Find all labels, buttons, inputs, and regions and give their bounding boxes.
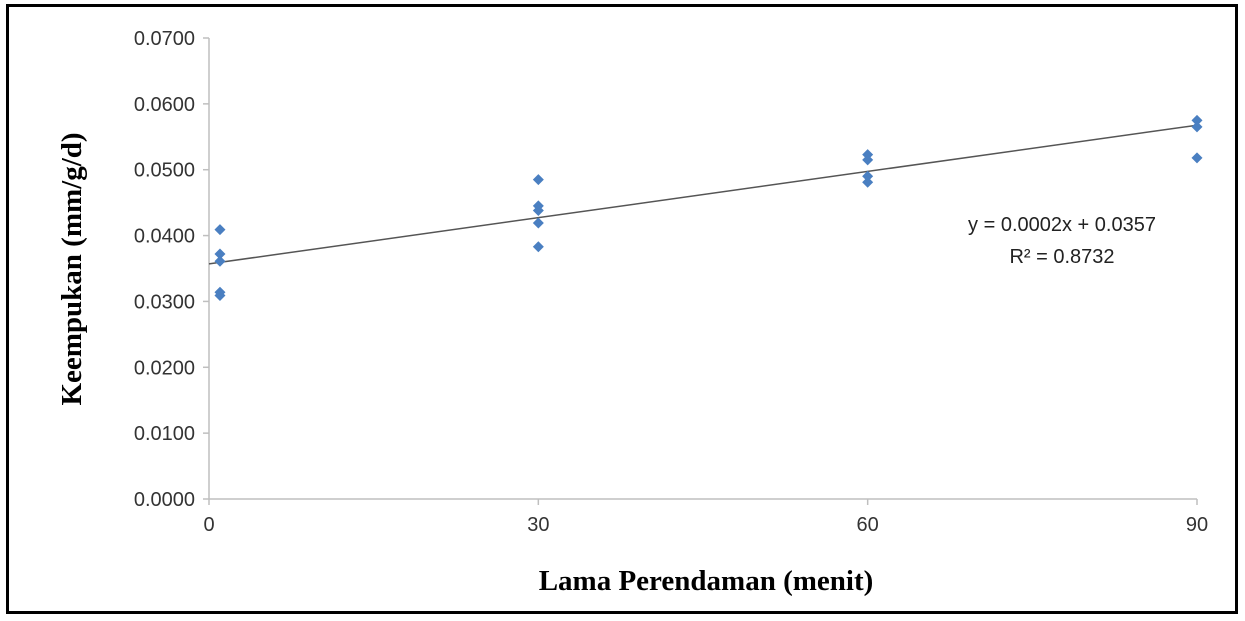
data-point (214, 224, 226, 236)
data-point (214, 248, 226, 260)
x-tick-label: 0 (203, 514, 214, 536)
data-point (862, 170, 874, 182)
x-tick-label: 90 (1186, 514, 1208, 536)
x-tick-label: 60 (857, 514, 879, 536)
trendline-equation: y = 0.0002x + 0.0357 (968, 214, 1156, 236)
data-point (1191, 114, 1203, 126)
x-axis-title: Lama Perendaman (menit) (539, 565, 874, 597)
trendline (208, 124, 1198, 265)
data-point (532, 217, 544, 229)
data-point (532, 241, 544, 253)
data-point (532, 174, 544, 186)
data-point (862, 176, 874, 188)
data-point (1191, 152, 1203, 164)
scatter-chart: 0.0000 0.0100 0.0200 0.0300 0.0400 0.0500 0.06… (56, 28, 1208, 597)
axes: 0.0000 0.0100 0.0200 0.0300 0.0400 0.0500 0.06… (134, 28, 1208, 536)
y-tick-label: 0.0700 (134, 28, 195, 50)
r-squared-label: R² = 0.8732 (1009, 246, 1114, 268)
y-tick-label: 0.0100 (134, 423, 195, 445)
data-point (862, 154, 874, 166)
data-point (532, 205, 544, 217)
y-tick-label: 0.0300 (134, 291, 195, 313)
trendline-layer (208, 124, 1198, 265)
y-tick-label: 0.0000 (134, 489, 195, 511)
chart-frame: 0.0000 0.0100 0.0200 0.0300 0.0400 0.0500 0.06… (6, 4, 1238, 614)
y-tick-label: 0.0400 (134, 226, 195, 248)
data-point (214, 255, 226, 267)
y-tick-label: 0.0500 (134, 160, 195, 182)
x-tick-label: 30 (527, 514, 549, 536)
data-points (214, 114, 1203, 302)
y-tick-label: 0.0200 (134, 357, 195, 379)
y-tick-label: 0.0600 (134, 94, 195, 116)
data-point (1191, 121, 1203, 133)
y-axis-title: Keempukan (mm/g/d) (56, 132, 88, 405)
data-point (214, 290, 226, 302)
